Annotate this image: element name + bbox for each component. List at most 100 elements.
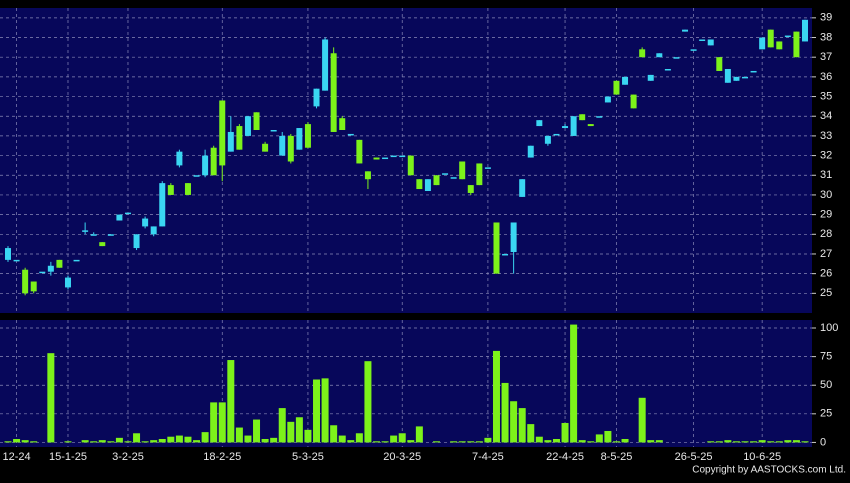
candle-body [562,126,569,129]
candle-body [133,234,140,249]
y-tick-label: 36 [820,71,832,83]
candle-body [776,41,783,50]
volume-bar [450,441,458,443]
candle-body [73,259,80,262]
candle-body [56,259,63,268]
candle-body [236,126,243,150]
volume-bar [167,436,175,443]
volume-bar [21,440,29,443]
y-tick-label: 50 [820,379,832,391]
candle-body [64,277,71,288]
candle-body [116,214,123,221]
volume-bar [158,438,166,443]
volume-bar [544,440,552,443]
volume-bar [304,429,312,443]
volume-bar [390,435,398,443]
volume-bar [355,433,363,443]
price-panel [0,8,812,313]
candle-body [433,175,440,186]
volume-bar [415,426,423,443]
volume-bar [373,441,381,443]
candle-body [150,226,157,235]
candle-body [759,37,766,50]
candle-body [742,76,749,79]
candle-body [193,175,200,177]
candle-body [296,128,303,150]
volume-bar [492,350,500,443]
candle-body [373,157,380,160]
volume-bar [124,441,132,443]
volume-bar [484,437,492,443]
candle-body [364,171,371,180]
volume-bar [792,440,800,443]
y-tick-label: 25 [820,287,832,299]
volume-bar [801,441,809,443]
volume-bar [784,440,792,443]
volume-bar [133,433,141,443]
candle-body [673,57,680,59]
y-tick-label: 39 [820,12,832,24]
candle-body [793,31,800,58]
volume-bar [638,397,646,443]
volume-bar [227,360,235,443]
volume-bar [193,440,201,443]
candle-body [124,212,131,215]
volume-bar [330,425,338,443]
candle-body [647,74,654,81]
candle-body [656,53,663,58]
candle-body [493,222,500,274]
volume-bar [201,432,209,443]
volume-bar [732,441,740,443]
x-tick-label: 12-24 [2,451,30,463]
y-tick-label: 32 [820,149,832,161]
candle-body [39,271,46,274]
candle-body [570,116,577,136]
volume-bar [741,441,749,443]
candle-body [664,69,671,71]
candle-body [90,234,97,236]
x-tick-label: 22-4-25 [546,451,584,463]
volume-bar [347,440,355,443]
candle-body [750,70,757,73]
candle-body [390,155,397,158]
volume-bar [321,378,329,443]
candle-body [579,114,586,121]
candle-body [219,100,226,166]
volume-bar [647,440,655,443]
volume-bar [621,438,629,443]
candle-body [356,139,363,164]
volume-bar [107,441,115,443]
y-tick-label: 34 [820,110,832,122]
candle-body [339,118,346,130]
volume-bar [458,441,466,443]
candle-body [167,185,174,195]
volume-bar [98,440,106,443]
volume-bar [270,437,278,443]
x-tick-label: 8-5-25 [601,451,633,463]
candle-body [322,39,329,91]
candle-body [587,124,594,127]
candle-body [510,222,517,252]
candle-body [142,218,149,227]
candle-body [536,120,543,127]
volume-bar [501,382,509,443]
volume-bar [235,427,243,443]
x-tick-label: 10-6-25 [743,451,781,463]
candle-body [107,234,114,236]
volume-bar [4,441,12,443]
volume-bar [210,402,218,443]
candle-body [467,185,474,193]
candle-body [596,116,603,118]
volume-panel [0,320,812,447]
y-tick-label: 75 [820,351,832,363]
volume-bar [407,440,415,443]
volume-bar [278,408,286,443]
candle-body [13,259,20,262]
candle-body [5,248,11,260]
candle-body [682,29,689,32]
candle-body [502,253,509,256]
volume-bar [587,441,595,443]
volume-bar [141,441,149,443]
volume-bar [261,438,269,443]
